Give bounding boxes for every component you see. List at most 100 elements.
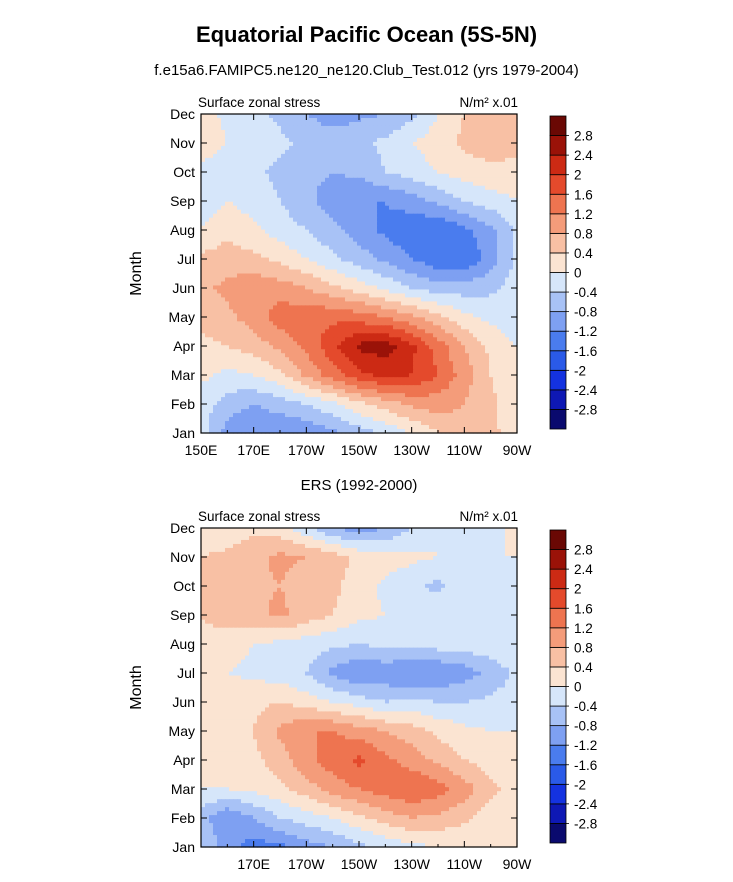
- heatmap-cell: [217, 229, 222, 235]
- heatmap-cell: [273, 157, 278, 163]
- heatmap-cell: [261, 349, 266, 354]
- heatmap-cell: [221, 361, 226, 366]
- heatmap-cell: [313, 257, 318, 263]
- heatmap-cell: [297, 341, 302, 346]
- heatmap-cell: [489, 249, 494, 255]
- heatmap-cell: [513, 173, 518, 179]
- heatmap-cell: [433, 285, 438, 291]
- heatmap-cell: [233, 173, 238, 179]
- heatmap-cell: [481, 181, 486, 187]
- heatmap-cell: [281, 309, 286, 314]
- heatmap-cell: [369, 289, 374, 295]
- heatmap-cell: [225, 281, 230, 287]
- heatmap-cell: [205, 269, 210, 275]
- heatmap-cell: [369, 329, 374, 334]
- heatmap-cell: [233, 249, 238, 255]
- heatmap-cell: [333, 205, 338, 211]
- heatmap-cell: [417, 289, 422, 295]
- heatmap-cell: [449, 129, 454, 135]
- heatmap-cell: [269, 285, 274, 291]
- heatmap-cell: [505, 153, 510, 159]
- heatmap-cell: [241, 221, 246, 227]
- heatmap-cell: [385, 253, 390, 259]
- heatmap-cell: [313, 293, 318, 299]
- heatmap-cell: [201, 297, 206, 303]
- heatmap-cell: [493, 233, 498, 239]
- heatmap-cell: [277, 321, 282, 326]
- heatmap-cell: [241, 213, 246, 219]
- heatmap-cell: [237, 365, 242, 370]
- heatmap-cell: [229, 321, 234, 326]
- heatmap-cell: [293, 193, 298, 199]
- heatmap-cell: [249, 317, 254, 322]
- heatmap-cell: [317, 249, 322, 255]
- heatmap-cell: [233, 293, 238, 299]
- heatmap-cell: [409, 277, 414, 283]
- heatmap-cell: [217, 337, 222, 342]
- heatmap-cell: [505, 221, 510, 227]
- heatmap-cell: [201, 277, 206, 283]
- heatmap-cell: [493, 197, 498, 203]
- heatmap-cell: [337, 245, 342, 251]
- heatmap-cell: [425, 229, 430, 235]
- heatmap-cell: [253, 289, 258, 295]
- heatmap-cell: [289, 225, 294, 231]
- heatmap-cell: [221, 185, 226, 191]
- heatmap-cell: [213, 114, 218, 119]
- heatmap-cell: [505, 285, 510, 291]
- heatmap-cell: [333, 317, 338, 322]
- heatmap-cell: [285, 161, 290, 167]
- heatmap-cell: [277, 333, 282, 338]
- heatmap-cell: [417, 225, 422, 231]
- heatmap-cell: [253, 313, 258, 318]
- heatmap-cell: [449, 321, 454, 326]
- heatmap-cell: [277, 213, 282, 219]
- heatmap-cell: [333, 129, 338, 135]
- heatmap-cell: [269, 193, 274, 199]
- heatmap-cell: [353, 233, 358, 239]
- heatmap-cell: [429, 153, 434, 159]
- heatmap-cell: [373, 213, 378, 219]
- heatmap-cell: [273, 233, 278, 239]
- heatmap-cell: [225, 297, 230, 303]
- heatmap-cell: [337, 161, 342, 167]
- heatmap-cell: [233, 345, 238, 350]
- heatmap-cell: [229, 361, 234, 366]
- heatmap-cell: [349, 305, 354, 310]
- heatmap-cell: [341, 317, 346, 322]
- heatmap-cell: [281, 353, 286, 358]
- heatmap-cell: [393, 361, 398, 366]
- heatmap-cell: [321, 325, 326, 330]
- heatmap-cell: [285, 325, 290, 330]
- heatmap-cell: [393, 305, 398, 310]
- heatmap-cell: [481, 117, 486, 123]
- heatmap-cell: [453, 129, 458, 135]
- heatmap-cell: [505, 261, 510, 267]
- heatmap-cell: [273, 173, 278, 179]
- heatmap-cell: [365, 197, 370, 203]
- heatmap-cell: [457, 189, 462, 195]
- heatmap-cell: [205, 281, 210, 287]
- heatmap-cell: [497, 153, 502, 159]
- heatmap-cell: [233, 325, 238, 330]
- heatmap-cell: [221, 345, 226, 350]
- heatmap-cell: [293, 265, 298, 271]
- heatmap-cell: [293, 157, 298, 163]
- heatmap-cell: [257, 289, 262, 295]
- heatmap-cell: [365, 173, 370, 179]
- heatmap-cell: [325, 193, 330, 199]
- heatmap-cell: [473, 121, 478, 127]
- heatmap-cell: [285, 321, 290, 326]
- heatmap-cell: [337, 261, 342, 267]
- heatmap-cell: [377, 181, 382, 187]
- heatmap-cell: [473, 345, 478, 350]
- heatmap-cell: [501, 205, 506, 211]
- heatmap-cell: [309, 145, 314, 151]
- heatmap-cell: [237, 341, 242, 346]
- heatmap-cell: [201, 217, 206, 223]
- heatmap-cell: [473, 257, 478, 263]
- heatmap-cell: [485, 305, 490, 310]
- heatmap-cell: [441, 329, 446, 334]
- heatmap-cell: [417, 197, 422, 203]
- heatmap-cell: [469, 141, 474, 147]
